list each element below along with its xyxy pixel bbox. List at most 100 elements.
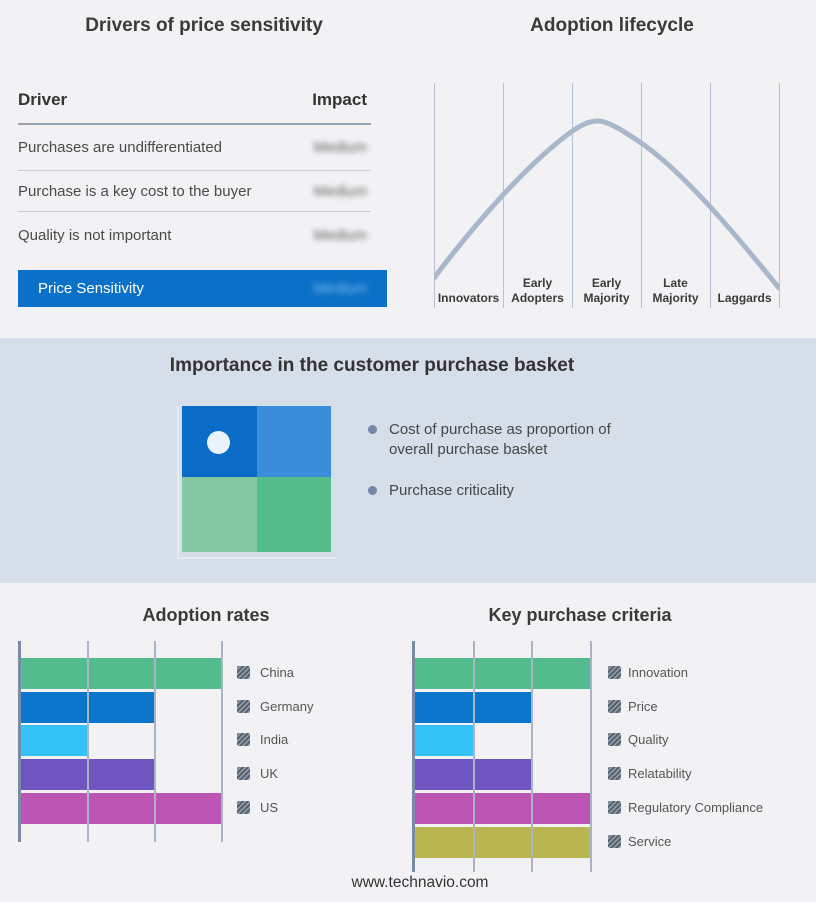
chart-gridline (590, 641, 592, 872)
legend-label: Service (628, 833, 672, 849)
legend-label: Regulatory Compliance (628, 799, 764, 815)
price-sensitivity-label: Price Sensitivity (38, 280, 144, 297)
quadrant-x-axis (177, 557, 337, 559)
adoption-lifecycle-chart: Innovators Early Adopters Early Majority La… (434, 83, 780, 308)
hatched-swatch-icon (237, 699, 250, 713)
bar-india (21, 725, 88, 756)
legend-label: Quality (628, 731, 669, 747)
drivers-table-header: Driver Impact (18, 90, 371, 125)
chart-gridline (87, 641, 89, 842)
adoption-rates-chart (18, 641, 223, 842)
hatched-swatch-icon (608, 800, 621, 814)
hatched-swatch-icon (237, 766, 250, 780)
driver-table-row: Purchases are undifferentiated Medium (18, 125, 371, 171)
hatched-swatch-icon (237, 800, 250, 814)
hatched-swatch-icon (608, 766, 621, 780)
legend-item: Quality (608, 730, 668, 748)
price-sensitivity-impact: Medium (313, 280, 367, 297)
legend-item: Germany (237, 697, 313, 715)
hatched-swatch-icon (608, 732, 621, 746)
key-purchase-criteria-chart (412, 641, 592, 872)
adoption-bell-curve (434, 118, 779, 291)
bullet-text: Purchase criticality (389, 482, 515, 499)
drivers-panel-title: Drivers of price sensitivity (85, 15, 323, 36)
legend-item: China (237, 663, 294, 681)
chart-y-axis (412, 641, 415, 872)
quadrant-cell-top-right (257, 406, 331, 477)
bullet-icon (368, 425, 377, 434)
purchase-basket-quadrant (182, 406, 331, 552)
quadrant-y-axis (177, 406, 179, 558)
legend-item: India (237, 730, 288, 748)
stage-label: Early Adopters (511, 276, 564, 305)
legend-item: Price (608, 697, 658, 715)
legend-label: Price (628, 698, 658, 714)
bar-china (21, 658, 222, 689)
bar-regulatory-compliance (415, 793, 591, 824)
driver-table-row: Purchase is a key cost to the buyer Mediu… (18, 171, 371, 212)
legend-label: Germany (260, 698, 314, 714)
legend-label: India (260, 731, 289, 747)
legend-item: Relatability (608, 764, 692, 782)
hatched-swatch-icon (608, 699, 621, 713)
legend-label: Innovation (628, 664, 688, 680)
key-purchase-criteria-title: Key purchase criteria (488, 605, 672, 625)
driver-cell: Quality is not important (18, 226, 172, 244)
legend-label: China (260, 664, 294, 680)
driver-cell: Purchases are undifferentiated (18, 139, 223, 156)
driver-table-row: Quality is not important Medium (18, 212, 371, 258)
legend-item: Innovation (608, 663, 688, 681)
drivers-table: Driver Impact Purchases are undifferenti… (18, 90, 371, 258)
stage-label: Late Majority (652, 276, 699, 305)
lifecycle-gridline (434, 83, 435, 308)
lifecycle-gridline (572, 83, 573, 308)
basket-panel-title: Importance in the customer purchase bask… (169, 355, 575, 376)
quadrant-position-marker-dot (207, 431, 230, 454)
bullet-text: Cost of purchase as proportion of overal… (389, 421, 611, 459)
legend-label: US (260, 799, 279, 815)
lifecycle-gridline (779, 83, 780, 308)
lifecycle-gridline (710, 83, 711, 308)
legend-label: UK (260, 765, 279, 781)
basket-bullet-item: Cost of purchase as proportion of overal… (368, 420, 639, 461)
legend-item: UK (237, 764, 278, 782)
impact-column-header: Impact (312, 90, 367, 109)
bar-us (21, 793, 222, 824)
quadrant-cell-bottom-right (257, 477, 331, 552)
hatched-swatch-icon (608, 665, 621, 679)
chart-gridline (531, 641, 533, 872)
chart-y-axis (18, 641, 21, 842)
lifecycle-gridline (641, 83, 642, 308)
bullet-icon (368, 486, 377, 495)
purchase-basket-band: Importance in the customer purchase bask… (0, 338, 816, 583)
hatched-swatch-icon (608, 834, 621, 848)
price-sensitivity-row: Price Sensitivity Medium (18, 270, 387, 307)
impact-cell: Medium (313, 226, 367, 244)
bar-service (415, 827, 591, 858)
stage-label: Laggards (717, 291, 772, 305)
drivers-table-body: Purchases are undifferentiated Medium Purc… (18, 125, 371, 258)
chart-gridline (221, 641, 223, 842)
driver-cell: Purchase is a key cost to the buyer (18, 182, 252, 200)
footer-url: www.technavio.com (351, 874, 489, 891)
hatched-swatch-icon (237, 732, 250, 746)
basket-bullet-item: Purchase criticality (368, 481, 639, 501)
bar-innovation (415, 658, 591, 689)
legend-item: Service (608, 832, 671, 850)
stage-label: Early Majority (583, 276, 630, 305)
impact-cell: Medium (313, 139, 367, 156)
stage-label: Innovators (437, 291, 500, 305)
bar-quality (415, 725, 474, 756)
legend-item: Regulatory Compliance (608, 798, 763, 816)
adoption-rates-title: Adoption rates (142, 605, 270, 625)
driver-column-header: Driver (18, 90, 68, 109)
chart-gridline (473, 641, 475, 872)
chart-gridline (154, 641, 156, 842)
hatched-swatch-icon (237, 665, 250, 679)
quadrant-cell-bottom-left (182, 477, 257, 552)
legend-item: US (237, 798, 278, 816)
impact-cell: Medium (313, 182, 367, 200)
lifecycle-panel-title: Adoption lifecycle (530, 15, 694, 36)
legend-label: Relatability (628, 765, 692, 781)
